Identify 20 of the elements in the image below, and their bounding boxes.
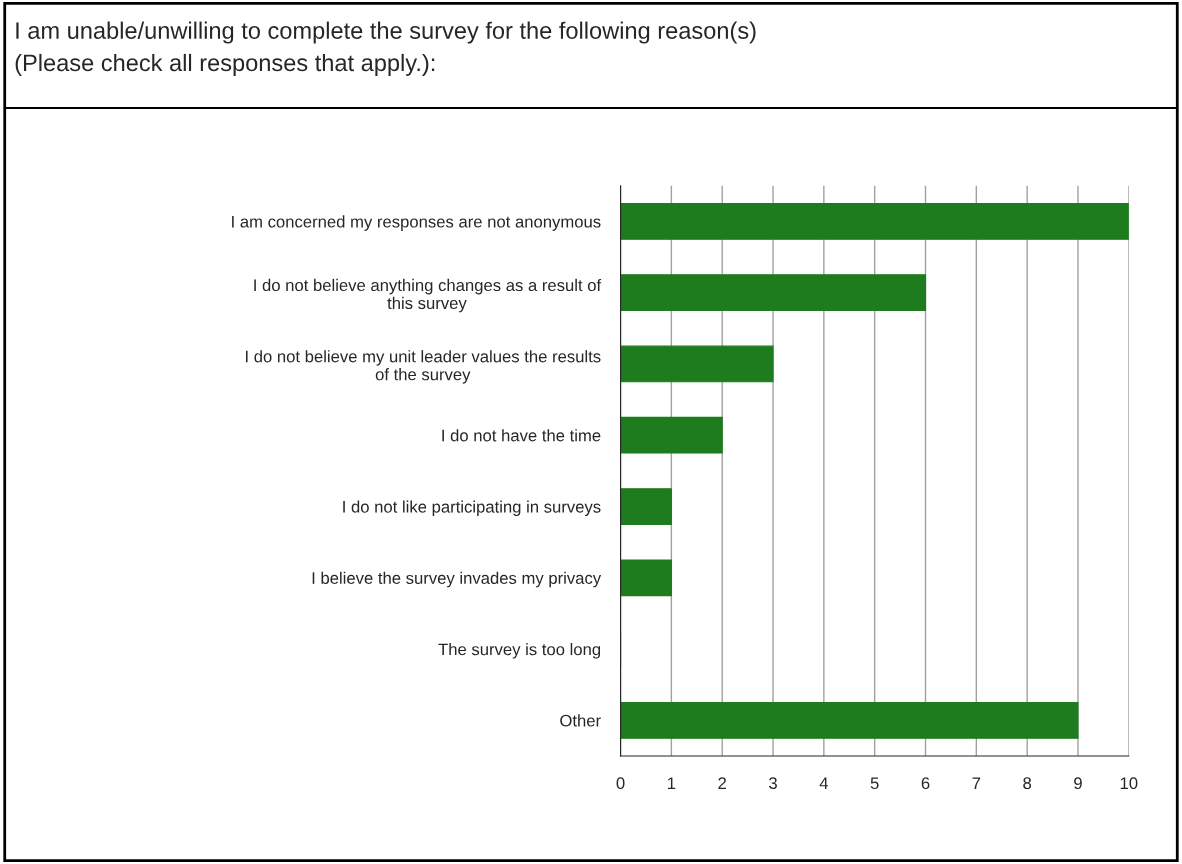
x-tick-label: 0 bbox=[616, 777, 625, 790]
x-tick-label: 7 bbox=[972, 777, 981, 789]
x-tick-label: 9 bbox=[1074, 777, 1082, 790]
x-tick-label: 4 bbox=[819, 777, 828, 789]
y-tick-label: I do not have the time bbox=[442, 429, 601, 442]
x-tick-label: 10 bbox=[1120, 777, 1138, 790]
y-tick-label: I do not like participating in surveys bbox=[343, 500, 601, 517]
x-tick-label: 8 bbox=[1023, 777, 1032, 790]
y-tick-label: I am concerned my responses are not anonymous bbox=[232, 215, 601, 231]
y-tick-label: The survey is too long bbox=[438, 643, 601, 659]
text: I am unable/unwilling to complete the survey for the following reason(s) (Please check all responses that apply.): bbox=[15, 21, 756, 76]
y-tick-label: I believe the survey invades my privacy bbox=[312, 571, 602, 588]
y-tick-label: I do not believe my unit leader values the results of the survey bbox=[245, 350, 601, 384]
y-tick-label: I do not believe anything changes as a result of this survey bbox=[254, 278, 602, 313]
x-tick-label: 3 bbox=[769, 777, 777, 790]
x-tick-label: 1 bbox=[668, 777, 676, 789]
x-tick-label: 5 bbox=[870, 777, 879, 790]
x-tick-label: 2 bbox=[718, 777, 726, 789]
x-tick-label: 6 bbox=[921, 777, 930, 790]
y-tick-label: Other bbox=[560, 714, 601, 727]
